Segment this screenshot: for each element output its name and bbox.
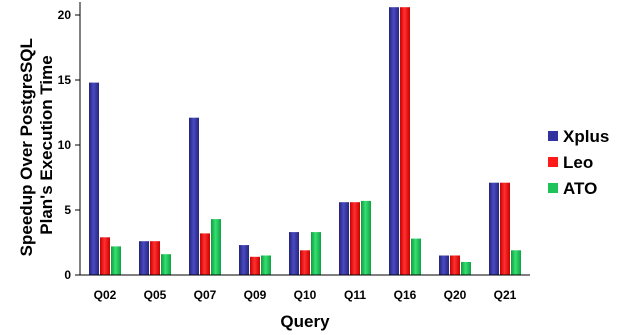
legend-swatch-xplus: [548, 131, 558, 141]
bar-ato-q07: [211, 219, 221, 275]
bar-ato-q10: [311, 232, 321, 275]
legend-swatch-ato: [548, 183, 558, 193]
x-tick-label: Q07: [194, 288, 217, 302]
y-axis-title-line-2: Plan's Execution Time: [37, 55, 56, 234]
y-tick-label: 15: [58, 73, 72, 87]
x-tick-label: Q02: [94, 288, 117, 302]
bar-leo-q10: [300, 250, 310, 275]
bar-ato-q20: [461, 262, 471, 275]
bar-xplus-q20: [439, 255, 449, 275]
y-tick-label: 5: [64, 203, 71, 217]
legend-label-xplus: Xplus: [563, 127, 609, 146]
bar-leo-q09: [250, 256, 260, 275]
bar-ato-q09: [261, 255, 271, 275]
bar-leo-q11: [350, 202, 360, 275]
y-tick-label: 20: [58, 8, 72, 22]
y-tick-label: 10: [58, 138, 72, 152]
bar-ato-q02: [111, 246, 121, 275]
bar-leo-q02: [100, 237, 110, 275]
plot-area: [89, 7, 521, 275]
x-tick-label: Q09: [244, 288, 267, 302]
bar-xplus-q10: [289, 232, 299, 275]
x-tick-label: Q11: [344, 288, 366, 302]
bar-xplus-q09: [239, 245, 249, 275]
legend-label-ato: ATO: [563, 179, 597, 198]
axes: [79, 2, 530, 276]
y-ticks: 0 5 10 15 20: [58, 8, 80, 282]
x-tick-label: Q20: [444, 288, 467, 302]
bar-xplus-q21: [489, 182, 499, 275]
bar-xplus-q11: [339, 202, 349, 275]
bar-leo-q05: [150, 241, 160, 275]
bar-leo-q07: [200, 233, 210, 275]
x-axis-title: Query: [280, 312, 330, 331]
bar-xplus-q05: [139, 241, 149, 275]
bar-leo-q21: [500, 182, 510, 275]
y-axis-title: Speedup Over PostgreSQL Plan's Execution…: [17, 34, 56, 257]
bar-xplus-q02: [89, 82, 99, 275]
x-ticks: Q02 Q05 Q07 Q09 Q10 Q11 Q16 Q20 Q21: [94, 288, 517, 302]
x-tick-label: Q21: [494, 288, 517, 302]
bar-xplus-q07: [189, 117, 199, 275]
legend-label-leo: Leo: [563, 153, 593, 172]
y-axis-title-line-1: Speedup Over PostgreSQL: [17, 38, 36, 256]
bar-ato-q05: [161, 254, 171, 275]
bar-leo-q16: [400, 7, 410, 275]
bar-ato-q16: [411, 238, 421, 275]
x-tick-label: Q10: [294, 288, 317, 302]
bar-ato-q11: [361, 200, 371, 275]
legend: Xplus Leo ATO: [548, 127, 609, 198]
bar-leo-q20: [450, 255, 460, 275]
y-tick-label: 0: [64, 268, 71, 282]
legend-swatch-leo: [548, 157, 558, 167]
bar-ato-q21: [511, 250, 521, 275]
x-tick-label: Q16: [394, 288, 417, 302]
bar-xplus-q16: [389, 7, 399, 275]
x-tick-label: Q05: [144, 288, 167, 302]
